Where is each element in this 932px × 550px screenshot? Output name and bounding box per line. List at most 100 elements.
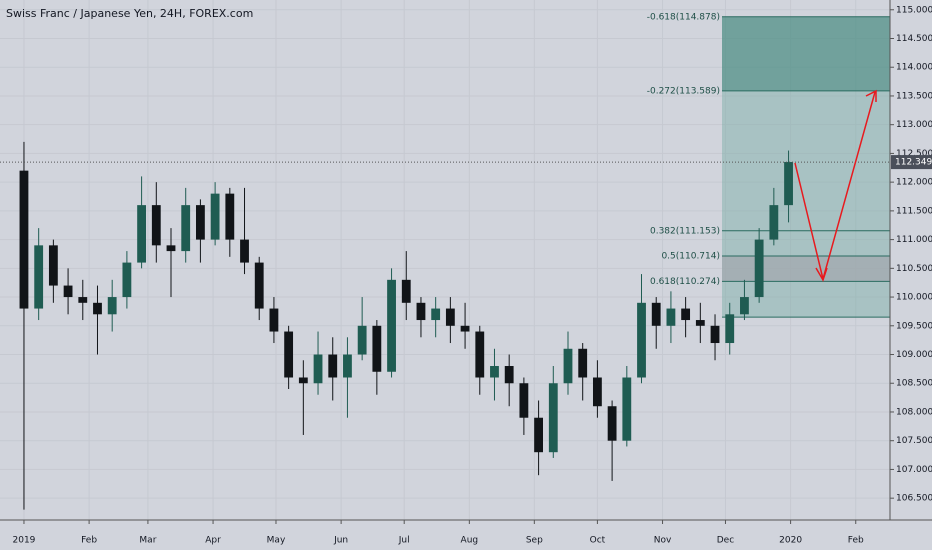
y-tick-label: 111.000 (896, 235, 932, 245)
candle-body (651, 302, 661, 326)
y-tick-label: 109.500 (896, 321, 932, 331)
candle-body (122, 262, 132, 298)
candle-body (343, 354, 352, 378)
candle-body (401, 279, 411, 303)
candle-body (210, 193, 220, 240)
candle-body (607, 406, 617, 441)
candle-body (284, 331, 294, 378)
x-tick-label: 2020 (779, 536, 802, 546)
chart-title: Swiss Franc / Japanese Yen, 24H, FOREX.c… (6, 7, 253, 20)
candle-body (666, 308, 676, 326)
x-tick-label: May (267, 536, 286, 546)
candle-body (372, 325, 382, 372)
candle-body (269, 308, 279, 332)
y-tick-label: 112.000 (896, 178, 932, 188)
candle-body (784, 162, 793, 206)
candle-body (34, 245, 44, 309)
candle-body (181, 205, 191, 252)
candle-body (48, 245, 58, 286)
candle-body (387, 279, 396, 372)
y-tick-label: 113.000 (896, 120, 932, 130)
candle-body (754, 239, 764, 298)
candle-body (166, 245, 176, 252)
y-tick-label: 113.500 (896, 91, 932, 101)
candle-body (107, 297, 117, 315)
fib-label: -0.618(114.878) (647, 12, 720, 22)
candle-body (19, 170, 29, 309)
candle-body (695, 320, 705, 326)
x-tick-label: Jun (333, 536, 348, 546)
last-price-label: 112.349 (895, 158, 932, 168)
candle-body (475, 331, 485, 378)
x-tick-label: Nov (654, 536, 672, 546)
y-tick-label: 107.000 (896, 465, 932, 475)
candle-body (592, 377, 602, 407)
candle-body (63, 285, 73, 298)
candle-body (298, 377, 308, 384)
candle-body (328, 354, 338, 378)
candle-body (563, 348, 573, 384)
x-tick-label: Feb (81, 536, 97, 546)
arrow-head (815, 267, 828, 282)
x-tick-label: Apr (205, 536, 221, 546)
candle-body (313, 354, 323, 384)
candle-body (725, 314, 735, 344)
y-tick-label: 114.500 (896, 34, 932, 44)
x-tick-label: Oct (590, 536, 606, 546)
candle-body (195, 205, 205, 240)
candle-body (548, 383, 558, 453)
y-tick-label: 110.500 (896, 264, 932, 274)
forecast-arrows (794, 89, 877, 282)
candle-body (225, 193, 235, 240)
fib-label: -0.272(113.589) (647, 86, 720, 96)
fib-zone (722, 256, 890, 282)
candle-body (740, 297, 749, 315)
candle-body (151, 205, 161, 246)
candle-body (490, 366, 499, 378)
y-tick-label: 115.000 (896, 5, 932, 15)
fib-label: 0.5(110.714) (661, 252, 720, 262)
fib-zone (722, 16, 890, 91)
candle-body (431, 308, 441, 321)
fib-label: 0.382(111.153) (650, 226, 720, 236)
y-tick-label: 109.000 (896, 350, 932, 360)
candle-body (240, 239, 249, 263)
candle-body (534, 417, 543, 453)
x-tick-label: Mar (139, 536, 156, 546)
candle-body (504, 366, 514, 384)
fib-label: 0.618(110.274) (650, 277, 720, 287)
candle-body (445, 308, 455, 326)
candle-body (357, 325, 367, 355)
y-tick-label: 107.500 (896, 436, 932, 446)
candle-body (254, 262, 264, 309)
x-tick-label: Dec (717, 536, 734, 546)
candle-body (460, 325, 470, 332)
candle-body (710, 325, 720, 344)
x-tick-label: Jul (398, 536, 410, 546)
y-tick-label: 114.000 (896, 63, 932, 73)
y-tick-label: 106.500 (896, 494, 932, 504)
y-tick-label: 110.000 (896, 293, 932, 303)
x-tick-label: Feb (848, 536, 864, 546)
candle-body (769, 205, 779, 240)
last-price-badge (891, 155, 932, 170)
candle-body (93, 302, 102, 315)
y-tick-label: 111.500 (896, 206, 932, 216)
candle-body (519, 383, 529, 418)
candle-body (137, 205, 147, 263)
y-tick-label: 108.000 (896, 407, 932, 417)
x-tick-label: Sep (526, 536, 543, 546)
candle-body (622, 377, 632, 441)
candle-body (578, 348, 588, 378)
candle-body (637, 302, 646, 378)
candles (19, 141, 793, 510)
x-tick-label: 2019 (13, 536, 36, 546)
candle-body (78, 297, 88, 303)
candle-body (416, 302, 426, 321)
candle-body (681, 308, 691, 321)
y-tick-label: 112.500 (896, 149, 932, 159)
arrow-head (865, 89, 877, 102)
